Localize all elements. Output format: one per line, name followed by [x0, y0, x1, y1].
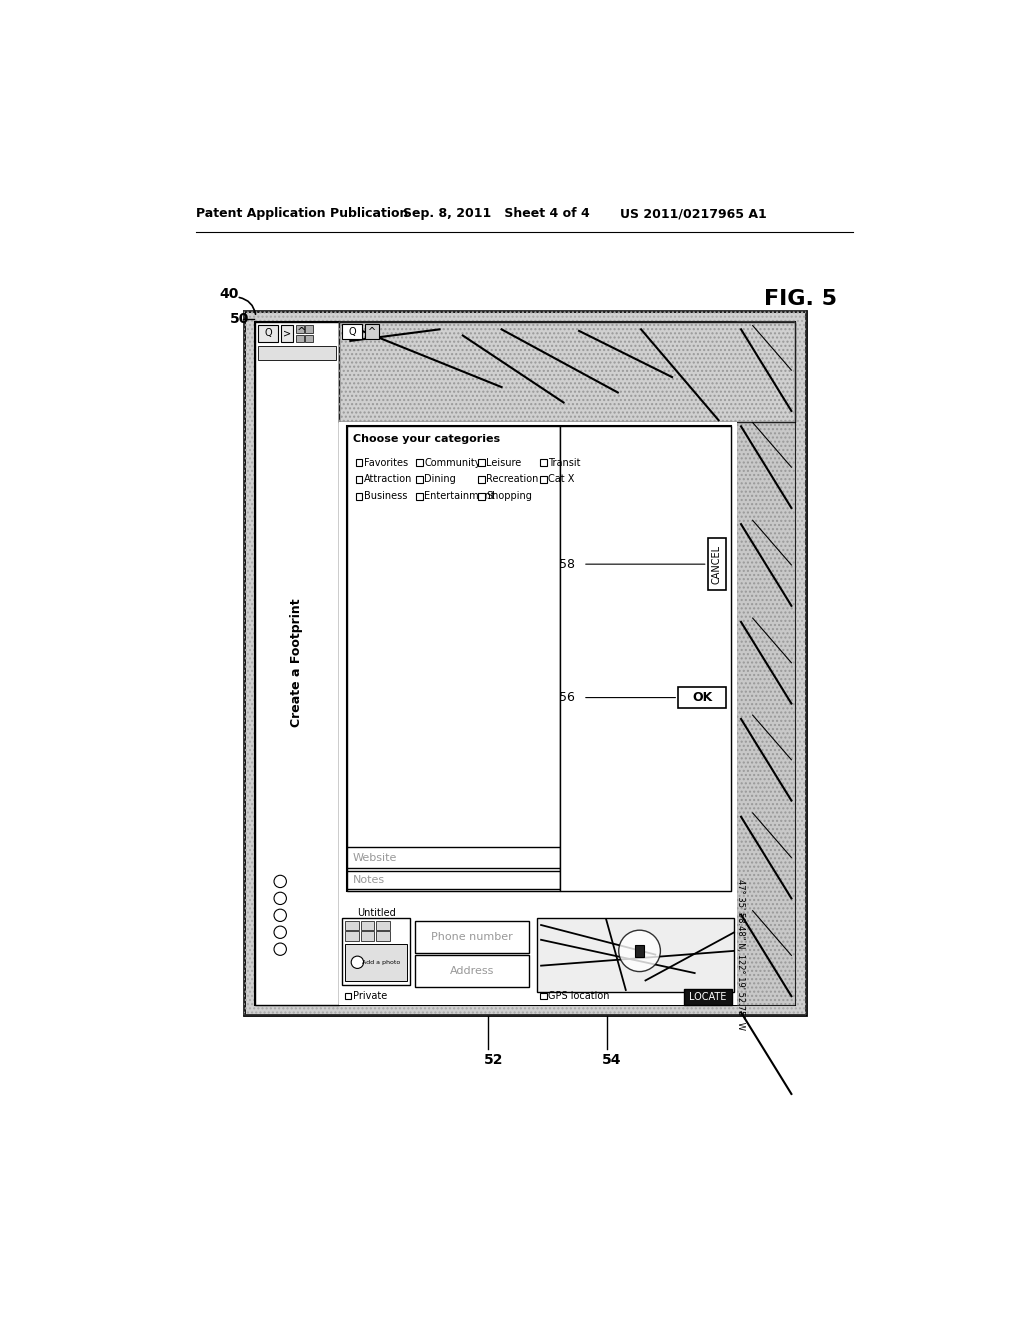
Bar	[356, 459, 362, 466]
Bar	[356, 494, 362, 499]
Text: Favorites: Favorites	[364, 458, 408, 467]
Text: Patent Application Publication: Patent Application Publication	[197, 207, 409, 220]
Bar	[737, 322, 796, 1005]
Bar	[417, 477, 423, 483]
Bar	[258, 346, 336, 360]
Text: OK: OK	[692, 692, 713, 704]
Text: Create a Footprint: Create a Footprint	[291, 599, 303, 727]
Text: Phone number: Phone number	[431, 932, 513, 942]
Text: Entertainment: Entertainment	[424, 491, 495, 502]
Bar	[346, 847, 560, 869]
Bar	[376, 932, 390, 941]
Text: US 2011/0217965 A1: US 2011/0217965 A1	[621, 207, 767, 220]
Bar	[305, 335, 313, 342]
Circle shape	[618, 931, 660, 972]
Text: 58: 58	[559, 557, 575, 570]
Bar	[346, 426, 560, 891]
Bar	[538, 917, 734, 991]
Text: FIG. 5: FIG. 5	[764, 289, 837, 309]
Text: 52: 52	[483, 1053, 503, 1067]
Text: Recreation: Recreation	[486, 474, 539, 484]
Circle shape	[274, 927, 287, 939]
Text: Transit: Transit	[548, 458, 581, 467]
Bar	[560, 426, 731, 891]
Bar	[541, 993, 547, 999]
Bar	[678, 686, 726, 709]
Circle shape	[274, 892, 287, 904]
Bar	[345, 932, 359, 941]
Bar	[541, 477, 547, 483]
Text: Private: Private	[352, 991, 387, 1001]
Bar	[346, 426, 731, 891]
Bar	[345, 944, 407, 981]
Circle shape	[274, 875, 287, 887]
Text: Untitled: Untitled	[356, 908, 395, 917]
Bar	[541, 459, 547, 466]
Bar	[356, 477, 362, 483]
Bar	[281, 325, 293, 342]
Bar	[417, 459, 423, 466]
Bar	[415, 954, 529, 987]
Text: Dining: Dining	[424, 474, 456, 484]
Bar	[737, 322, 796, 1005]
Bar	[245, 312, 806, 1015]
Text: Q: Q	[264, 329, 272, 338]
Text: CANCEL: CANCEL	[712, 545, 722, 583]
Text: 50: 50	[230, 312, 250, 326]
Bar	[366, 323, 379, 339]
Bar	[478, 477, 484, 483]
Bar	[258, 325, 279, 342]
Bar	[339, 422, 737, 1005]
Text: 54: 54	[602, 1053, 622, 1067]
Bar	[360, 932, 375, 941]
Circle shape	[274, 942, 287, 956]
Text: Cat X: Cat X	[548, 474, 574, 484]
Bar	[346, 871, 560, 890]
Text: Business: Business	[364, 491, 407, 502]
Text: 47° 35' 58.48" N, 122° 19' 52.75" W: 47° 35' 58.48" N, 122° 19' 52.75" W	[736, 879, 744, 1030]
Circle shape	[274, 909, 287, 921]
Text: Shopping: Shopping	[486, 491, 531, 502]
Text: Website: Website	[352, 853, 397, 862]
Bar	[478, 494, 484, 499]
Bar	[296, 335, 304, 342]
Bar	[635, 945, 644, 957]
Text: Q: Q	[348, 326, 355, 337]
Text: ^: ^	[368, 326, 376, 337]
Bar	[345, 921, 359, 929]
Text: Notes: Notes	[352, 875, 385, 884]
Text: Add a photo: Add a photo	[361, 960, 399, 965]
Text: Community: Community	[424, 458, 480, 467]
Bar	[342, 323, 362, 339]
Bar	[255, 322, 796, 1005]
Bar	[417, 494, 423, 499]
Text: ^: ^	[296, 327, 306, 338]
Bar	[339, 322, 796, 422]
Text: LOCATE: LOCATE	[689, 991, 726, 1002]
Bar	[478, 459, 484, 466]
Bar	[415, 921, 529, 953]
Bar	[708, 539, 726, 590]
Text: >: >	[283, 329, 291, 338]
Bar	[296, 326, 304, 333]
Bar	[339, 322, 796, 422]
Bar	[245, 312, 806, 1015]
Bar	[345, 993, 351, 999]
Bar	[684, 989, 732, 1005]
Text: Attraction: Attraction	[364, 474, 412, 484]
Bar	[376, 921, 390, 929]
Circle shape	[351, 956, 364, 969]
Bar	[305, 326, 313, 333]
Text: Address: Address	[450, 966, 495, 975]
Bar	[342, 917, 410, 985]
Text: Leisure: Leisure	[486, 458, 521, 467]
Bar	[360, 921, 375, 929]
Text: 56: 56	[559, 692, 575, 704]
Text: GPS location: GPS location	[548, 991, 609, 1001]
Text: 40: 40	[219, 286, 239, 301]
Text: Choose your categories: Choose your categories	[352, 434, 500, 444]
Text: Sep. 8, 2011   Sheet 4 of 4: Sep. 8, 2011 Sheet 4 of 4	[403, 207, 590, 220]
Bar	[255, 322, 339, 1005]
